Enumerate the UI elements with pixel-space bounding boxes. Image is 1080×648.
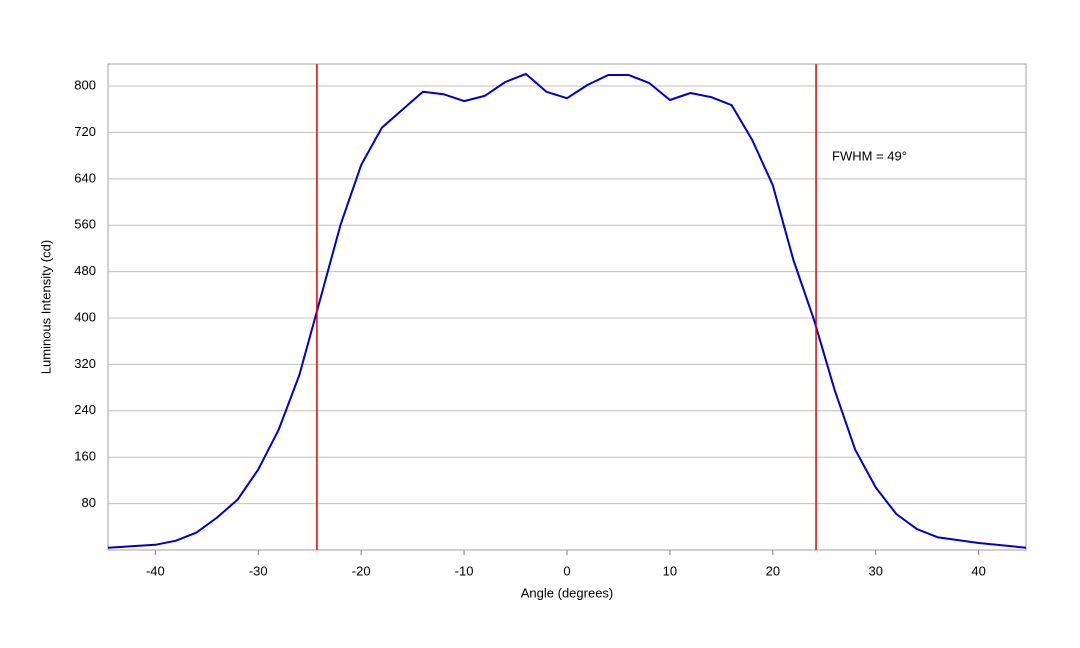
y-tick-label: 240 (74, 402, 96, 417)
y-tick-label: 800 (74, 77, 96, 92)
y-axis-label: Luminous Intensity (cd) (38, 240, 53, 374)
y-tick-label: 80 (82, 495, 96, 510)
x-tick-label: 20 (766, 563, 780, 578)
x-tick-label: -20 (352, 563, 371, 578)
y-tick-label: 400 (74, 309, 96, 324)
y-tick-label: 640 (74, 170, 96, 185)
data-line (107, 72, 1027, 549)
x-axis-label: Angle (degrees) (521, 585, 614, 600)
y-tick-label: 480 (74, 263, 96, 278)
y-tick-label: 160 (74, 449, 96, 464)
y-tick-label: 720 (74, 124, 96, 139)
y-tick-label: 320 (74, 356, 96, 371)
x-tick-label: -30 (249, 563, 268, 578)
x-tick-label: 10 (663, 563, 677, 578)
plot-frame (107, 63, 1027, 551)
x-tick-label: 30 (869, 563, 883, 578)
x-tick-label: -10 (455, 563, 474, 578)
x-tick-label: 0 (563, 563, 570, 578)
y-tick-label: 560 (74, 217, 96, 232)
x-tick-label: -40 (146, 563, 165, 578)
x-tick-label: 40 (971, 563, 985, 578)
annotation: FWHM = 49° (832, 148, 907, 163)
